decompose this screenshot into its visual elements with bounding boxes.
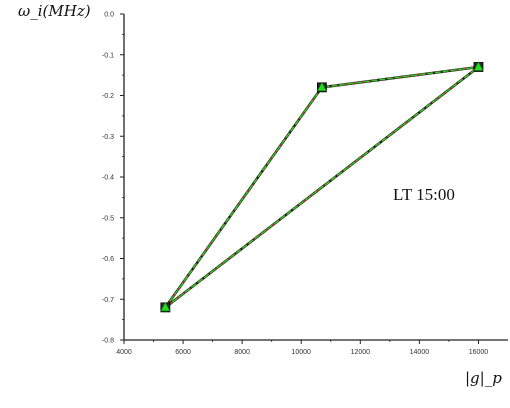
x-tick-label: 12000 — [351, 349, 371, 356]
y-tick-label: -0.4 — [102, 175, 114, 182]
y-tick-label: -0.3 — [102, 134, 114, 141]
y-tick-label: -0.1 — [102, 52, 114, 59]
y-axis-ticks: 0.0 -0.1 -0.2 -0.3 -0.4 -0.5 -0.6 -0.7 -0.8 — [102, 12, 124, 345]
x-axis-label: |g|_p — [465, 369, 502, 387]
data-point-triangle — [316, 81, 327, 92]
x-axis-ticks: 4000 6000 8000 10000 12000 14000 16000 — [116, 340, 488, 356]
y-tick-label: -0.5 — [102, 215, 114, 222]
x-tick-label: 6000 — [175, 349, 191, 356]
y-tick-label: -0.7 — [102, 297, 114, 304]
series-line-green — [164, 65, 481, 308]
y-tick-label: -0.2 — [102, 93, 114, 100]
y-tick-label: -0.8 — [102, 338, 114, 345]
series-layer — [160, 61, 484, 313]
x-tick-label: 10000 — [291, 349, 311, 356]
y-axis-label: ω_i(MHz) — [18, 2, 91, 20]
x-tick-label: 4000 — [116, 349, 132, 356]
data-point-triangle — [160, 301, 171, 312]
annotation-label: LT 15:00 — [393, 185, 455, 204]
x-tick-label: 14000 — [410, 349, 430, 356]
data-point-triangle — [473, 61, 484, 71]
y-tick-label: 0.0 — [104, 12, 114, 19]
plot-frame — [123, 14, 508, 341]
y-tick-label: -0.6 — [102, 256, 114, 263]
x-tick-label: 8000 — [234, 349, 250, 356]
x-tick-label: 16000 — [469, 349, 489, 356]
